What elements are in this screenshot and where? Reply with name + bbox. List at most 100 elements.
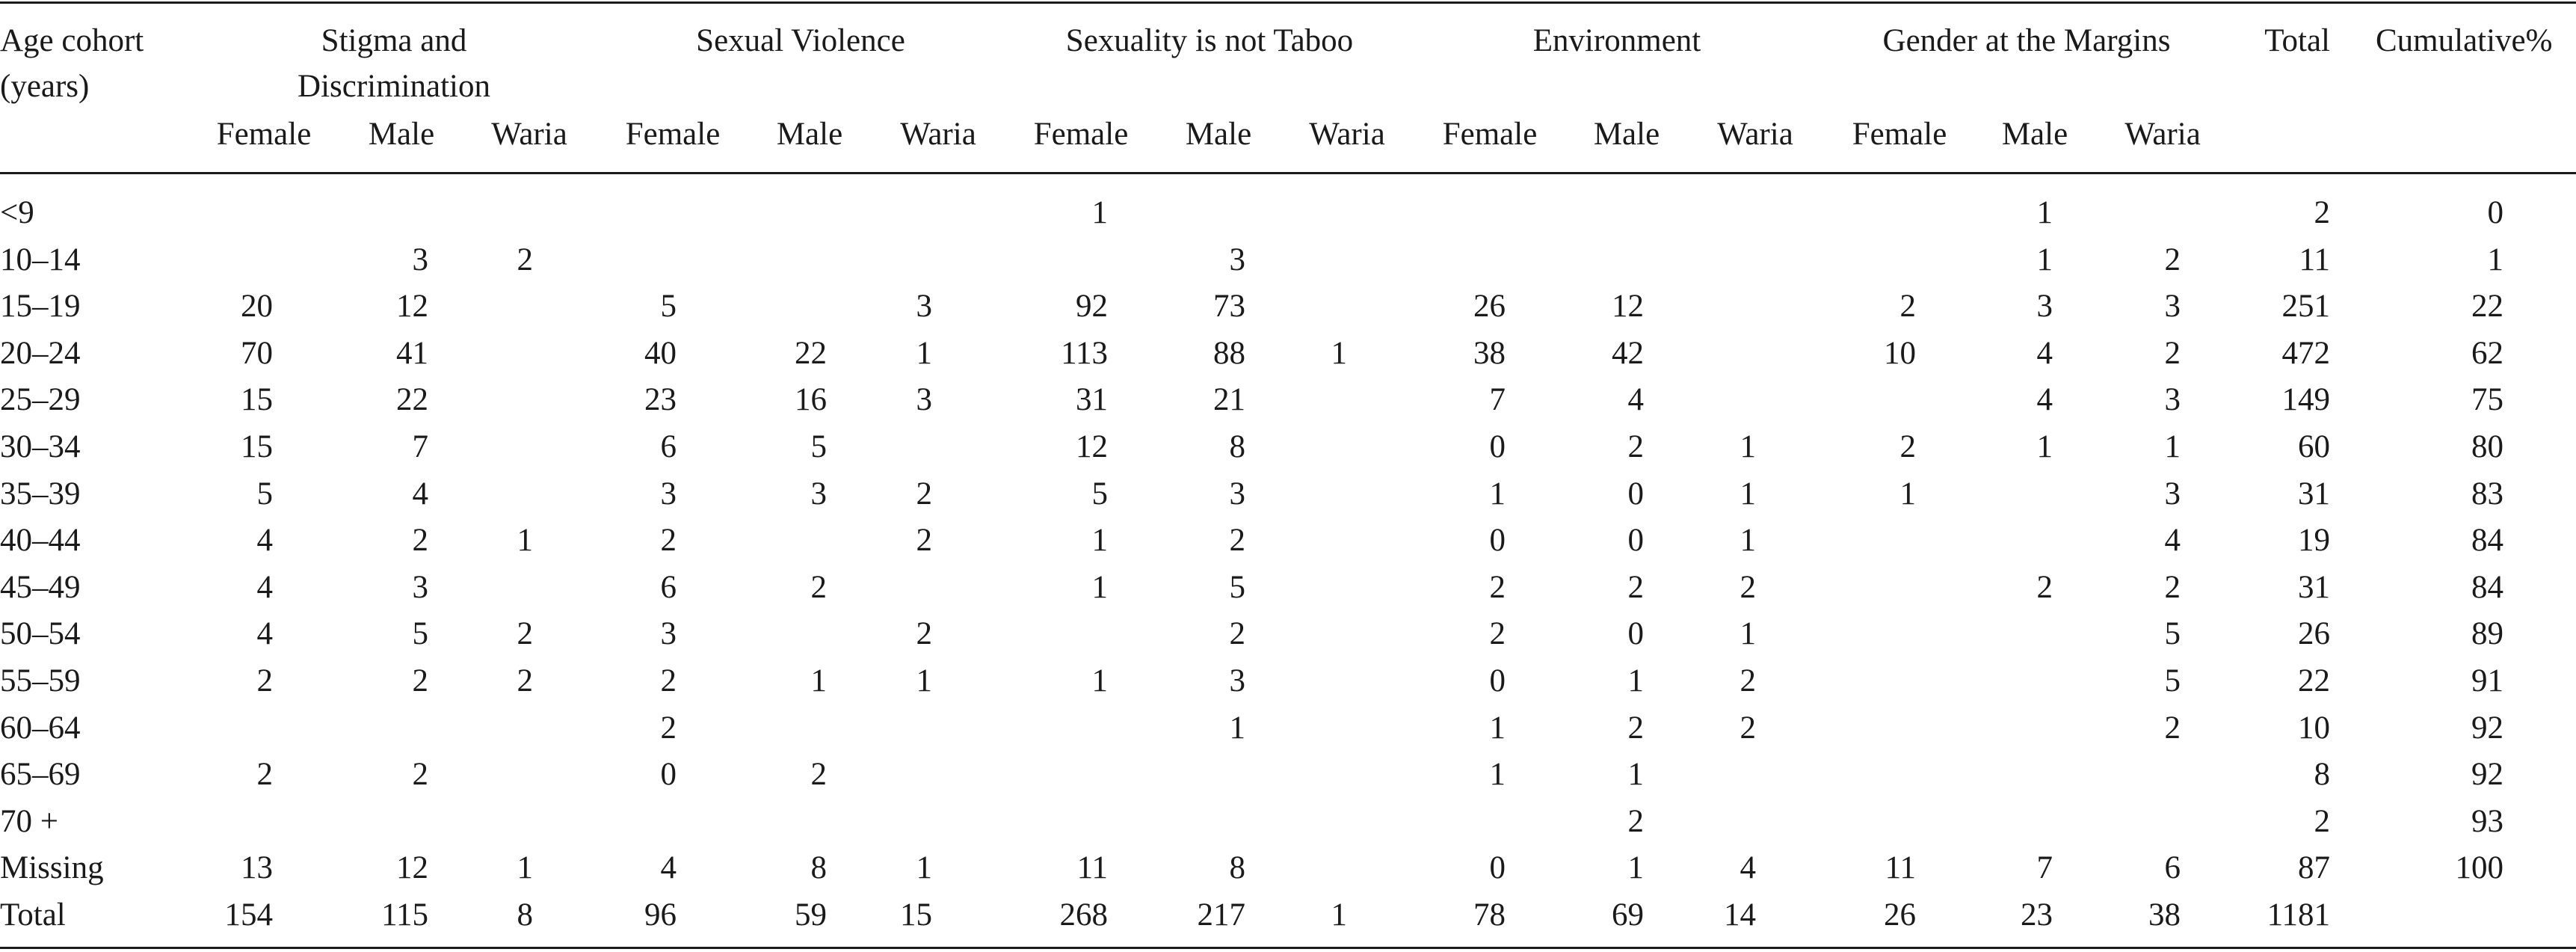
count-cell: 1 bbox=[2036, 195, 2053, 230]
count-cell: 2 bbox=[916, 476, 933, 512]
count-cell: 2 bbox=[660, 710, 677, 746]
age-cohort-cell: 30–34 bbox=[0, 429, 81, 464]
count-cell: 268 bbox=[1059, 897, 1109, 933]
count-cell: 2 bbox=[1229, 523, 1246, 559]
count-cell: 1 bbox=[810, 663, 828, 698]
subheader-male: Male bbox=[1185, 117, 1252, 152]
count-cell: 1 bbox=[517, 850, 534, 886]
count-cell: 31 bbox=[1076, 382, 1108, 418]
count-cell: 5 bbox=[810, 429, 828, 464]
count-cell: 20 bbox=[241, 289, 273, 325]
count-cell: 3 bbox=[916, 289, 933, 325]
count-cell: 2 bbox=[1740, 569, 1757, 605]
row-total-cell: 31 bbox=[2298, 569, 2330, 605]
age-cohort-unit: (years) bbox=[0, 69, 90, 104]
count-cell: 12 bbox=[1612, 289, 1644, 325]
group-header-stigma-line2: Discrimination bbox=[298, 69, 490, 104]
count-cell: 0 bbox=[1489, 850, 1506, 886]
count-cell: 13 bbox=[241, 850, 273, 886]
count-cell: 3 bbox=[1229, 663, 1246, 698]
subheader-waria: Waria bbox=[1309, 117, 1385, 152]
subheader-waria: Waria bbox=[491, 117, 567, 152]
count-cell: 4 bbox=[256, 569, 274, 605]
row-total-cell: 60 bbox=[2298, 429, 2330, 464]
count-cell: 26 bbox=[1884, 897, 1916, 933]
count-cell: 1 bbox=[1331, 897, 1348, 933]
count-cell: 8 bbox=[517, 897, 534, 933]
count-cell: 2 bbox=[1627, 710, 1645, 746]
count-cell: 38 bbox=[2148, 897, 2181, 933]
count-cell: 2 bbox=[1229, 616, 1246, 652]
count-cell: 0 bbox=[1627, 476, 1645, 512]
count-cell: 1 bbox=[2036, 242, 2053, 277]
count-cell: 78 bbox=[1473, 897, 1506, 933]
age-cohort-cell: 50–54 bbox=[0, 616, 81, 652]
cumulative-cell: 84 bbox=[2471, 569, 2503, 605]
count-cell: 3 bbox=[1229, 476, 1246, 512]
count-cell: 1 bbox=[1627, 663, 1645, 698]
count-cell: 1 bbox=[1740, 429, 1757, 464]
count-cell: 4 bbox=[2164, 523, 2181, 559]
count-cell: 5 bbox=[256, 476, 274, 512]
count-cell: 2 bbox=[2164, 569, 2181, 605]
count-cell: 5 bbox=[660, 289, 677, 325]
count-cell: 3 bbox=[660, 476, 677, 512]
count-cell: 1 bbox=[2164, 429, 2181, 464]
count-cell: 1 bbox=[916, 663, 933, 698]
count-cell: 2 bbox=[660, 523, 677, 559]
cumulative-cell: 91 bbox=[2471, 663, 2503, 698]
age-cohort-cell: 15–19 bbox=[0, 289, 81, 325]
age-cohort-cell: 20–24 bbox=[0, 335, 81, 371]
group-header-gender-margins: Gender at the Margins bbox=[1882, 23, 2171, 58]
cumulative-cell: 92 bbox=[2471, 710, 2503, 746]
row-total-cell: 472 bbox=[2281, 335, 2331, 371]
count-cell: 3 bbox=[916, 382, 933, 418]
age-cohort-cell: 10–14 bbox=[0, 242, 81, 277]
count-cell: 2 bbox=[810, 569, 828, 605]
total-header: Total bbox=[2264, 23, 2330, 58]
count-cell: 96 bbox=[644, 897, 677, 933]
count-cell: 3 bbox=[2164, 289, 2181, 325]
row-total-cell: 11 bbox=[2299, 242, 2330, 277]
group-header-sexual-violence: Sexual Violence bbox=[696, 23, 905, 58]
count-cell: 1 bbox=[2036, 429, 2053, 464]
count-cell: 2 bbox=[1489, 569, 1506, 605]
age-cohort-cell: Total bbox=[0, 897, 66, 933]
count-cell: 0 bbox=[1489, 429, 1506, 464]
count-cell: 1 bbox=[1740, 476, 1757, 512]
count-cell: 217 bbox=[1197, 897, 1246, 933]
cumulative-cell: 1 bbox=[2487, 242, 2504, 277]
age-cohort-header: Age cohort bbox=[0, 23, 144, 58]
count-cell: 8 bbox=[1229, 850, 1246, 886]
cumulative-cell: 89 bbox=[2471, 616, 2503, 652]
count-cell: 1 bbox=[916, 850, 933, 886]
row-total-cell: 19 bbox=[2298, 523, 2330, 559]
count-cell: 12 bbox=[1076, 429, 1108, 464]
subheader-female: Female bbox=[1852, 117, 1947, 152]
count-cell: 1 bbox=[1740, 523, 1757, 559]
subheader-female: Female bbox=[625, 117, 721, 152]
count-cell: 12 bbox=[396, 289, 428, 325]
cumulative-cell: 0 bbox=[2487, 195, 2504, 230]
age-cohort-cell: 25–29 bbox=[0, 382, 81, 418]
count-cell: 0 bbox=[1627, 523, 1645, 559]
count-cell: 2 bbox=[256, 663, 274, 698]
count-cell: 2 bbox=[916, 523, 933, 559]
count-cell: 2 bbox=[517, 242, 534, 277]
count-cell: 2 bbox=[412, 663, 429, 698]
count-cell: 5 bbox=[1091, 476, 1109, 512]
subheader-male: Male bbox=[776, 117, 843, 152]
count-cell: 1 bbox=[1489, 757, 1506, 793]
count-cell: 7 bbox=[2036, 850, 2053, 886]
count-cell: 5 bbox=[412, 616, 429, 652]
count-cell: 0 bbox=[1489, 663, 1506, 698]
count-cell: 2 bbox=[1627, 569, 1645, 605]
count-cell: 10 bbox=[1884, 335, 1916, 371]
count-cell: 69 bbox=[1612, 897, 1644, 933]
count-cell: 1 bbox=[1091, 569, 1109, 605]
row-total-cell: 22 bbox=[2298, 663, 2330, 698]
row-total-cell: 2 bbox=[2314, 803, 2331, 839]
count-cell: 15 bbox=[241, 429, 273, 464]
count-cell: 1 bbox=[1489, 476, 1506, 512]
age-cohort-cell: Missing bbox=[0, 850, 104, 886]
